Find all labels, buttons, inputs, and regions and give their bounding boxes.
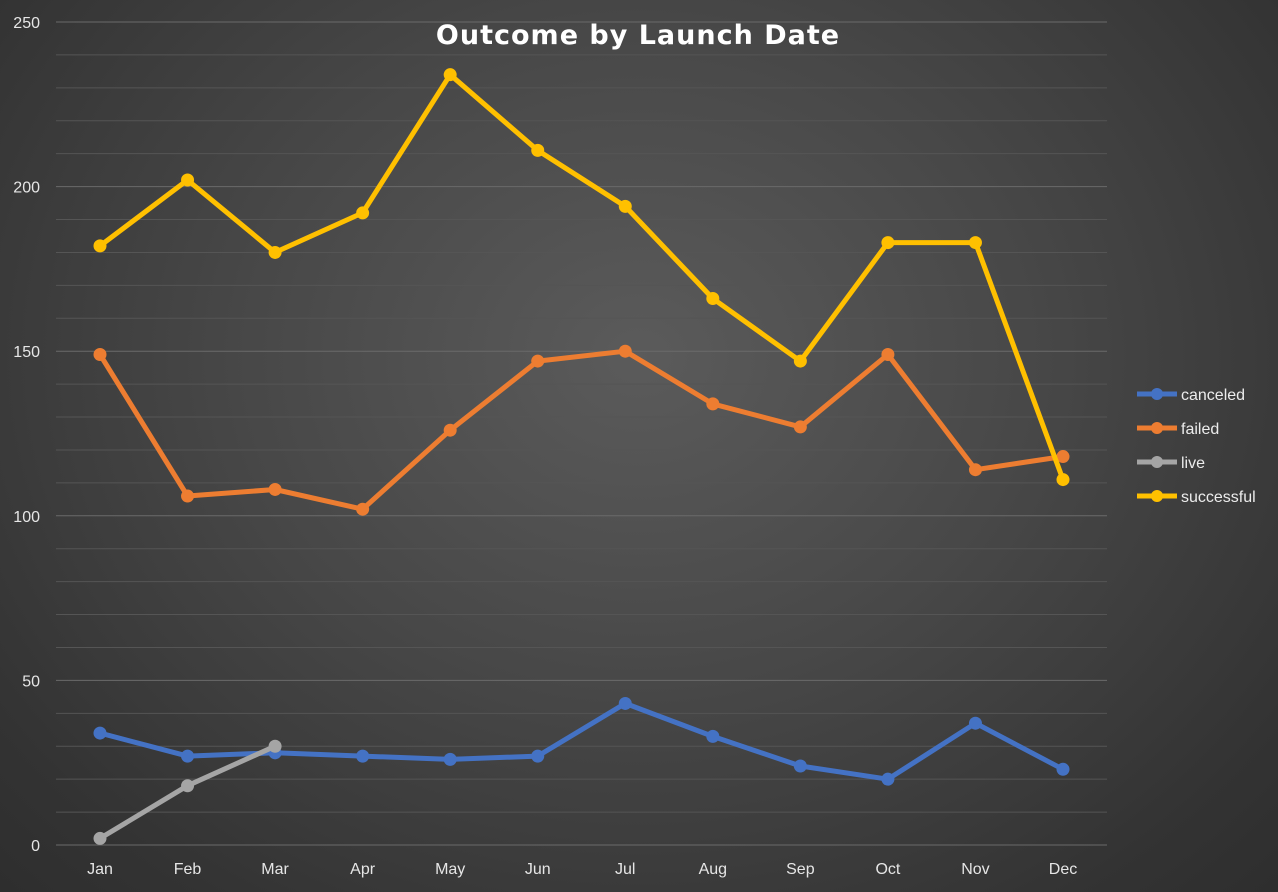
legend-item-canceled: canceled (1137, 387, 1245, 404)
legend-item-live: live (1137, 455, 1205, 472)
series-live (93, 739, 282, 845)
legend: canceled failed live successful (1137, 387, 1256, 506)
data-point-failed (968, 463, 982, 477)
x-tick-label: Oct (875, 861, 900, 878)
data-point-canceled (793, 759, 807, 773)
data-point-canceled (531, 749, 545, 763)
y-tick-label: 0 (31, 838, 40, 855)
data-point-successful (531, 143, 545, 157)
data-point-successful (881, 236, 895, 250)
y-tick-label: 200 (13, 180, 40, 197)
x-tick-label: Aug (699, 861, 727, 878)
x-tick-label: Sep (786, 861, 815, 878)
x-tick-label: Nov (961, 861, 989, 878)
data-point-failed (356, 502, 370, 516)
x-tick-label: Jun (525, 861, 551, 878)
data-point-failed (443, 423, 457, 437)
data-point-failed (93, 347, 107, 361)
legend-marker-failed (1151, 422, 1163, 434)
x-tick-label: May (435, 861, 465, 878)
data-point-failed (618, 344, 632, 358)
x-tick-label: Jan (87, 861, 113, 878)
legend-marker-live (1151, 456, 1163, 468)
data-point-failed (1056, 450, 1070, 464)
gridlines (56, 21, 1107, 846)
x-tick-label: Dec (1049, 861, 1077, 878)
series-canceled (93, 696, 1070, 786)
y-axis-tick-labels: 0 50 100 150 200 250 (13, 15, 40, 855)
data-point-successful (93, 239, 107, 253)
data-point-successful (356, 206, 370, 220)
data-point-successful (268, 245, 282, 259)
data-point-failed (881, 347, 895, 361)
data-point-successful (618, 199, 632, 213)
legend-label: successful (1181, 489, 1256, 506)
y-tick-label: 100 (13, 509, 40, 526)
x-tick-label: Jul (615, 861, 635, 878)
data-point-canceled (181, 749, 195, 763)
legend-marker-successful (1151, 490, 1163, 502)
series-line-failed (97, 348, 1066, 512)
data-point-live (181, 779, 195, 793)
legend-item-successful: successful (1137, 489, 1256, 506)
data-point-canceled (881, 772, 895, 786)
chart-title: Outcome by Launch Date (436, 20, 840, 51)
data-point-canceled (1056, 762, 1070, 776)
x-tick-label: Feb (174, 861, 202, 878)
data-point-failed (793, 420, 807, 434)
data-point-successful (1056, 473, 1070, 487)
series-successful (93, 68, 1070, 487)
data-point-live (93, 831, 107, 845)
plot-series (93, 68, 1070, 845)
y-tick-label: 250 (13, 15, 40, 32)
data-point-live (268, 739, 282, 753)
data-point-canceled (356, 749, 370, 763)
legend-label: live (1181, 455, 1205, 472)
data-point-canceled (618, 696, 632, 710)
data-point-successful (181, 173, 195, 187)
data-point-canceled (443, 752, 457, 766)
legend-marker-canceled (1151, 388, 1163, 400)
data-point-canceled (706, 729, 720, 743)
y-tick-label: 150 (13, 344, 40, 361)
data-point-successful (706, 292, 720, 306)
legend-label: canceled (1181, 387, 1245, 404)
x-tick-label: Apr (350, 861, 376, 878)
legend-label: failed (1181, 421, 1219, 438)
data-point-failed (268, 482, 282, 496)
data-point-failed (531, 354, 545, 368)
legend-item-failed: failed (1137, 421, 1219, 438)
data-point-successful (443, 68, 457, 82)
data-point-successful (793, 354, 807, 368)
data-point-failed (706, 397, 720, 411)
data-point-failed (181, 489, 195, 503)
data-point-canceled (968, 716, 982, 730)
data-point-successful (968, 236, 982, 250)
data-point-canceled (93, 726, 107, 740)
x-tick-label: Mar (261, 861, 289, 878)
series-line-successful (97, 72, 1066, 483)
series-line-canceled (97, 700, 1066, 782)
y-tick-label: 50 (22, 673, 40, 690)
x-axis-tick-labels: Jan Feb Mar Apr May Jun Jul Aug Sep Oct Nov Dec (87, 861, 1077, 878)
series-failed (93, 344, 1070, 516)
